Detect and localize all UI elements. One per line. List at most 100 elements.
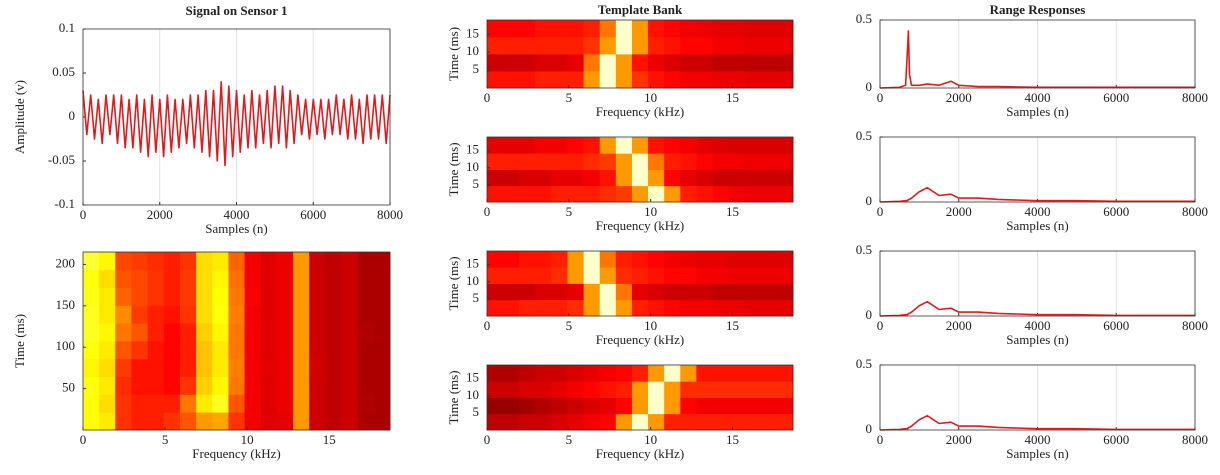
x-axis-label: Frequency (kHz): [596, 218, 684, 233]
heatmap-cell: [615, 365, 633, 382]
heatmap-cell: [293, 412, 310, 431]
heatmap-cell: [728, 283, 746, 301]
heatmap-cell: [325, 287, 342, 306]
heatmap-cell: [615, 20, 633, 38]
heatmap-cell: [179, 341, 197, 360]
heatmap-cell: [712, 54, 729, 72]
heatmap-cell: [341, 412, 359, 431]
heatmap-cell: [341, 358, 359, 377]
heatmap-cell: [503, 267, 520, 284]
heatmap-cell: [712, 137, 729, 154]
heatmap-cell: [309, 358, 326, 377]
x-tick-label: 0: [877, 318, 884, 333]
heatmap-cell: [519, 169, 536, 187]
heatmap-cell: [115, 376, 132, 395]
heatmap-cell: [599, 185, 617, 203]
y-axis-label: Time (ms): [446, 27, 461, 81]
heatmap-cell: [760, 20, 778, 38]
heatmap-cell: [583, 299, 601, 317]
heatmap-cell: [115, 341, 132, 360]
heatmap-cell: [131, 252, 149, 271]
heatmap-cell: [373, 252, 391, 271]
heatmap-cell: [696, 153, 713, 170]
heatmap-cell: [583, 267, 601, 284]
heatmap-cell: [228, 287, 245, 306]
heatmap-cell: [551, 153, 568, 170]
heatmap-cell: [487, 37, 504, 55]
subplot: 0 2000 4000 6000 8000 0 0.5 Samples (n): [856, 242, 1208, 347]
heatmap-cell: [696, 54, 713, 72]
heatmap-cell: [179, 287, 197, 306]
x-tick-label: 2000: [946, 318, 972, 333]
heatmap-cell: [615, 169, 633, 187]
heatmap-cell: [680, 267, 697, 284]
heatmap-cell: [293, 305, 310, 324]
heatmap-cell: [760, 299, 778, 317]
heatmap-cell: [487, 137, 504, 154]
x-tick-label: 10: [644, 90, 657, 105]
heatmap-cell: [567, 397, 585, 415]
x-tick-label: 10: [644, 204, 657, 219]
x-tick-label: 4000: [1025, 90, 1051, 105]
heatmap-cell: [212, 305, 229, 324]
heatmap-cell: [631, 137, 649, 154]
subplot: 0 2000 4000 6000 8000 0 0.5 Range Responses Samp…: [856, 2, 1208, 119]
heatmap-cell: [260, 376, 278, 395]
heatmap-cell: [728, 71, 746, 89]
heatmap-cell: [615, 283, 633, 301]
heatmap-cell: [631, 413, 649, 431]
heatmap-cell: [551, 185, 568, 203]
heatmap-cell: [196, 252, 213, 271]
heatmap-cell: [115, 269, 132, 288]
heatmap-cell: [179, 252, 197, 271]
heatmap-cell: [583, 37, 601, 55]
x-tick-label: 2000: [946, 204, 972, 219]
heatmap-cell: [212, 412, 229, 431]
heatmap-cell: [776, 20, 794, 38]
heatmap-cell: [163, 305, 181, 324]
heatmap-cell: [599, 71, 617, 89]
y-tick-label: 5: [473, 290, 480, 305]
heatmap-cell: [212, 341, 229, 360]
heatmap-cell: [631, 283, 649, 301]
heatmap-cell: [728, 267, 746, 284]
y-tick-label: 0: [866, 79, 873, 94]
heatmap-cell: [712, 185, 729, 203]
heatmap-cell: [696, 71, 713, 89]
heatmap-cell: [776, 54, 794, 72]
heatmap-cell: [276, 412, 294, 431]
heatmap-cell: [503, 185, 520, 203]
heatmap-cell: [163, 358, 181, 377]
heatmap-cell: [212, 376, 229, 395]
heatmap-cell: [599, 381, 617, 398]
heatmap-cell: [744, 365, 762, 382]
heatmap-cell: [648, 37, 665, 55]
signal-line: [879, 300, 1195, 317]
heatmap-cell: [357, 376, 375, 395]
heatmap-cell: [115, 323, 132, 342]
heatmap-cell: [599, 54, 617, 72]
heatmap-cell: [373, 358, 391, 377]
heatmap-cell: [293, 287, 310, 306]
heatmap-cell: [615, 37, 633, 55]
heatmap-cell: [535, 185, 552, 203]
heatmap-cell: [115, 305, 132, 324]
heatmap-cell: [551, 283, 568, 301]
x-tick-label: 15: [726, 90, 739, 105]
heatmap-cell: [519, 153, 536, 170]
heatmap-cell: [535, 169, 552, 187]
heatmap-cell: [196, 323, 213, 342]
heatmap-cell: [83, 287, 100, 306]
heatmap-cell: [487, 283, 504, 301]
heatmap-cell: [760, 397, 778, 415]
heatmap-cell: [503, 137, 520, 154]
heatmap-cell: [487, 251, 504, 268]
heatmap-cell: [293, 376, 310, 395]
heatmap-cell: [244, 358, 262, 377]
heatmap-cell: [551, 365, 568, 382]
heatmap-cell: [631, 397, 649, 415]
heatmap-cell: [309, 341, 326, 360]
heatmap-cell: [631, 153, 649, 170]
heatmap-cell: [99, 305, 116, 324]
heatmap-cell: [664, 251, 681, 268]
